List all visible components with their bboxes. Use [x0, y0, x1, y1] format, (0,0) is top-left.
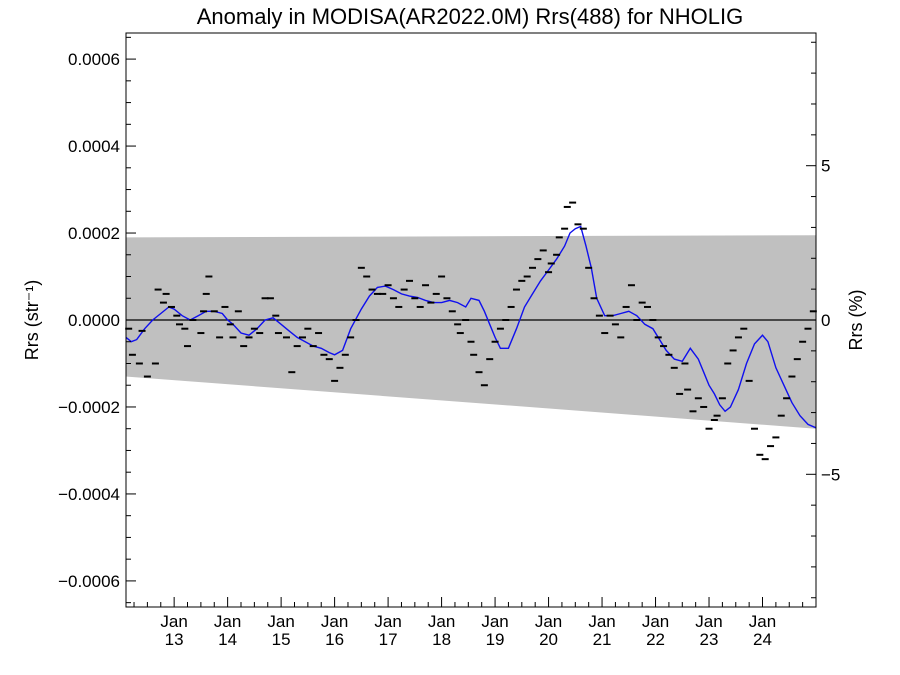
x-tick-label-month: Jan	[374, 612, 401, 631]
x-tick-label-year: 19	[486, 630, 505, 649]
y-axis-right-title: Rrs (%)	[846, 290, 866, 351]
x-tick-label-year: 18	[432, 630, 451, 649]
x-tick-label-year: 21	[593, 630, 612, 649]
x-tick-label-month: Jan	[267, 612, 294, 631]
x-tick-label-month: Jan	[642, 612, 669, 631]
x-tick-label-year: 20	[539, 630, 558, 649]
x-tick-label-month: Jan	[535, 612, 562, 631]
y-tick-label: 0.0006	[68, 50, 120, 69]
x-tick-label-year: 22	[646, 630, 665, 649]
x-tick-label-year: 24	[753, 630, 772, 649]
confidence-band-layer	[126, 235, 816, 429]
x-tick-label-month: Jan	[588, 612, 615, 631]
x-tick-label-year: 16	[325, 630, 344, 649]
y-right-tick-label: −5	[821, 465, 840, 484]
y-tick-label: 0.0004	[68, 137, 120, 156]
x-tick-label-year: 17	[379, 630, 398, 649]
y-tick-label: 0.0002	[68, 224, 120, 243]
y-tick-label: −0.0006	[58, 572, 120, 591]
x-tick-label-month: Jan	[321, 612, 348, 631]
x-tick-label-year: 23	[700, 630, 719, 649]
y-tick-label: −0.0004	[58, 485, 120, 504]
y-axis-left: 0.0006 0.0004 0.0002 0.0000 −0.0002 −0.0004 −0…	[58, 36, 136, 604]
anomaly-line-layer	[125, 225, 817, 429]
y-right-tick-label: 0	[821, 311, 830, 330]
y-right-tick-label: 5	[821, 157, 830, 176]
chart-title: Anomaly in MODISA(AR2022.0M) Rrs(488) fo…	[197, 4, 744, 29]
x-tick-label-year: 13	[165, 630, 184, 649]
x-tick-label-year: 15	[272, 630, 291, 649]
x-tick-label-month: Jan	[160, 612, 187, 631]
x-tick-label-month: Jan	[749, 612, 776, 631]
x-axis: Jan13Jan14Jan15Jan16Jan17Jan18Jan19Jan20…	[133, 597, 804, 649]
y-tick-label: −0.0002	[58, 398, 120, 417]
x-tick-label-month: Jan	[214, 612, 241, 631]
confidence-band	[126, 235, 816, 429]
y-axis-left-title: Rrs (str⁻¹)	[22, 280, 42, 360]
x-tick-label-month: Jan	[428, 612, 455, 631]
anomaly-smoothed-line	[125, 225, 817, 429]
x-tick-label-month: Jan	[695, 612, 722, 631]
x-tick-label-year: 14	[218, 630, 237, 649]
y-tick-label: 0.0000	[68, 311, 120, 330]
x-tick-label-month: Jan	[481, 612, 508, 631]
y-axis-right: 5 0 −5	[806, 41, 840, 599]
